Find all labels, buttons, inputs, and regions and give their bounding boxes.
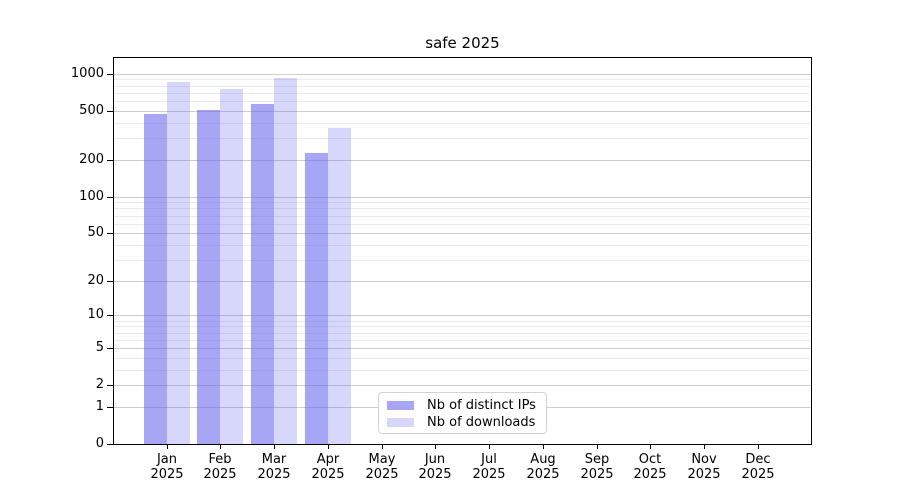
minor-gridline-7	[114, 333, 811, 334]
legend-item-downloads: Nb of downloads	[379, 414, 546, 431]
major-gridline-200	[114, 160, 811, 161]
minor-gridline-90	[114, 202, 811, 203]
bar-distinct-ips-jan	[144, 114, 167, 444]
x-tick-mark-aug	[543, 445, 544, 449]
minor-gridline-900	[114, 79, 811, 80]
minor-gridline-600	[114, 101, 811, 102]
bar-downloads-jan	[167, 82, 190, 444]
chart-title: safe 2025	[425, 34, 500, 52]
legend-swatch-downloads	[387, 418, 414, 427]
y-tick-label-200: 200	[79, 152, 104, 167]
minor-gridline-8	[114, 326, 811, 327]
x-tick-label-dec: Dec 2025	[741, 452, 775, 482]
major-gridline-50	[114, 233, 811, 234]
plot-area	[113, 57, 812, 445]
x-tick-mark-jul	[489, 445, 490, 449]
y-tick-label-50: 50	[87, 225, 104, 240]
x-tick-label-may: May 2025	[365, 452, 399, 482]
x-tick-label-jul: Jul 2025	[472, 452, 506, 482]
legend-label-distinct-ips: Nb of distinct IPs	[427, 398, 536, 413]
x-tick-label-aug: Aug 2025	[526, 452, 560, 482]
y-tick-label-500: 500	[79, 103, 104, 118]
x-tick-label-jan: Jan 2025	[150, 452, 184, 482]
legend-rows: Nb of distinct IPs Nb of downloads	[379, 397, 546, 431]
x-tick-mark-oct	[650, 445, 651, 449]
x-tick-mark-feb	[220, 445, 221, 449]
y-tick-label-0: 0	[95, 436, 104, 451]
x-tick-mark-may	[382, 445, 383, 449]
x-tick-label-jun: Jun 2025	[418, 452, 452, 482]
major-gridline-1000	[114, 74, 811, 75]
y-tick-mark-1000	[107, 74, 114, 75]
major-gridline-5	[114, 348, 811, 349]
y-tick-mark-500	[107, 111, 114, 112]
major-gridline-500	[114, 111, 811, 112]
x-tick-label-oct: Oct 2025	[633, 452, 667, 482]
major-gridline-2	[114, 385, 811, 386]
minor-gridline-9	[114, 321, 811, 322]
y-tick-mark-1	[107, 407, 114, 408]
minor-gridline-300	[114, 138, 811, 139]
y-tick-mark-10	[107, 315, 114, 316]
minor-gridline-6	[114, 340, 811, 341]
minor-gridline-4	[114, 358, 811, 359]
y-tick-label-1: 1	[95, 399, 104, 414]
x-tick-label-mar: Mar 2025	[257, 452, 291, 482]
y-tick-label-1000: 1000	[70, 66, 104, 81]
legend-swatch-distinct-ips	[387, 401, 414, 410]
bar-downloads-feb	[220, 89, 243, 444]
minor-gridline-30	[114, 260, 811, 261]
x-tick-mark-sep	[597, 445, 598, 449]
x-tick-mark-nov	[704, 445, 705, 449]
minor-gridline-80	[114, 208, 811, 209]
y-tick-label-100: 100	[79, 189, 104, 204]
x-tick-mark-dec	[758, 445, 759, 449]
minor-gridline-3	[114, 370, 811, 371]
bar-distinct-ips-apr	[305, 153, 328, 444]
y-tick-label-20: 20	[87, 273, 104, 288]
major-gridline-10	[114, 315, 811, 316]
y-tick-mark-20	[107, 281, 114, 282]
x-tick-label-apr: Apr 2025	[311, 452, 345, 482]
bar-downloads-mar	[274, 78, 297, 444]
legend-label-downloads: Nb of downloads	[427, 415, 536, 430]
y-tick-mark-100	[107, 197, 114, 198]
x-tick-label-sep: Sep 2025	[580, 452, 614, 482]
legend: Nb of distinct IPs Nb of downloads	[378, 392, 547, 434]
y-tick-label-2: 2	[95, 377, 104, 392]
y-tick-mark-5	[107, 348, 114, 349]
major-gridline-100	[114, 197, 811, 198]
legend-item-distinct-ips: Nb of distinct IPs	[379, 397, 546, 414]
x-tick-mark-mar	[274, 445, 275, 449]
x-tick-label-nov: Nov 2025	[687, 452, 721, 482]
minor-gridline-700	[114, 93, 811, 94]
bar-downloads-apr	[328, 128, 351, 444]
minor-gridline-40	[114, 245, 811, 246]
minor-gridline-400	[114, 123, 811, 124]
minor-gridline-60	[114, 224, 811, 225]
y-tick-mark-200	[107, 160, 114, 161]
y-tick-mark-2	[107, 385, 114, 386]
y-tick-mark-0	[107, 444, 114, 445]
x-tick-mark-apr	[328, 445, 329, 449]
bar-distinct-ips-mar	[251, 104, 274, 444]
x-tick-label-feb: Feb 2025	[203, 452, 237, 482]
major-gridline-20	[114, 281, 811, 282]
y-tick-mark-50	[107, 233, 114, 234]
bars-layer	[114, 58, 811, 444]
minor-gridline-70	[114, 216, 811, 217]
bar-distinct-ips-feb	[197, 110, 220, 444]
y-tick-label-10: 10	[87, 307, 104, 322]
minor-gridline-800	[114, 86, 811, 87]
y-tick-label-5: 5	[95, 340, 104, 355]
x-tick-mark-jun	[435, 445, 436, 449]
x-tick-mark-jan	[167, 445, 168, 449]
